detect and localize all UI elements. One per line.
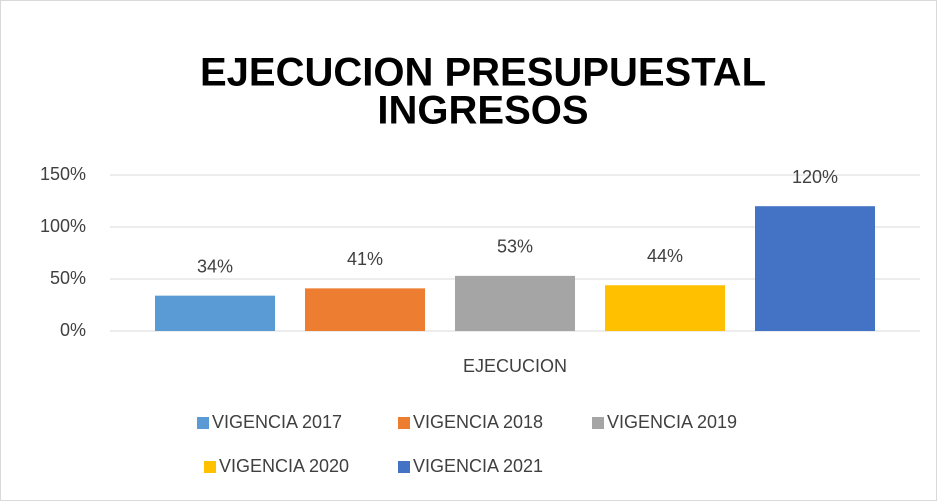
legend-label: VIGENCIA 2020 bbox=[219, 456, 349, 476]
data-label: 120% bbox=[792, 167, 838, 187]
legend-label: VIGENCIA 2021 bbox=[413, 456, 543, 476]
data-label: 41% bbox=[347, 249, 383, 269]
legend-swatch bbox=[398, 461, 410, 473]
chart-title: INGRESOS bbox=[377, 89, 588, 133]
y-tick-label: 150% bbox=[40, 164, 86, 184]
legend-swatch bbox=[197, 417, 209, 429]
data-label: 53% bbox=[497, 237, 533, 257]
data-label: 44% bbox=[647, 246, 683, 266]
x-tick-label: EJECUCION bbox=[463, 356, 567, 376]
legend-label: VIGENCIA 2017 bbox=[212, 412, 342, 432]
legend-label: VIGENCIA 2019 bbox=[607, 412, 737, 432]
legend-swatch bbox=[204, 461, 216, 473]
bar bbox=[455, 275, 575, 331]
chart-title: EJECUCION PRESUPUESTAL bbox=[200, 51, 766, 95]
bar bbox=[305, 288, 425, 331]
legend-swatch bbox=[398, 417, 410, 429]
bar bbox=[755, 206, 875, 331]
y-tick-label: 100% bbox=[40, 216, 86, 236]
y-tick-label: 50% bbox=[50, 268, 86, 288]
legend-swatch bbox=[592, 417, 604, 429]
bar bbox=[605, 285, 725, 331]
data-label: 34% bbox=[197, 256, 233, 276]
y-tick-label: 0% bbox=[60, 320, 86, 340]
legend-label: VIGENCIA 2018 bbox=[413, 412, 543, 432]
bar bbox=[155, 295, 275, 331]
